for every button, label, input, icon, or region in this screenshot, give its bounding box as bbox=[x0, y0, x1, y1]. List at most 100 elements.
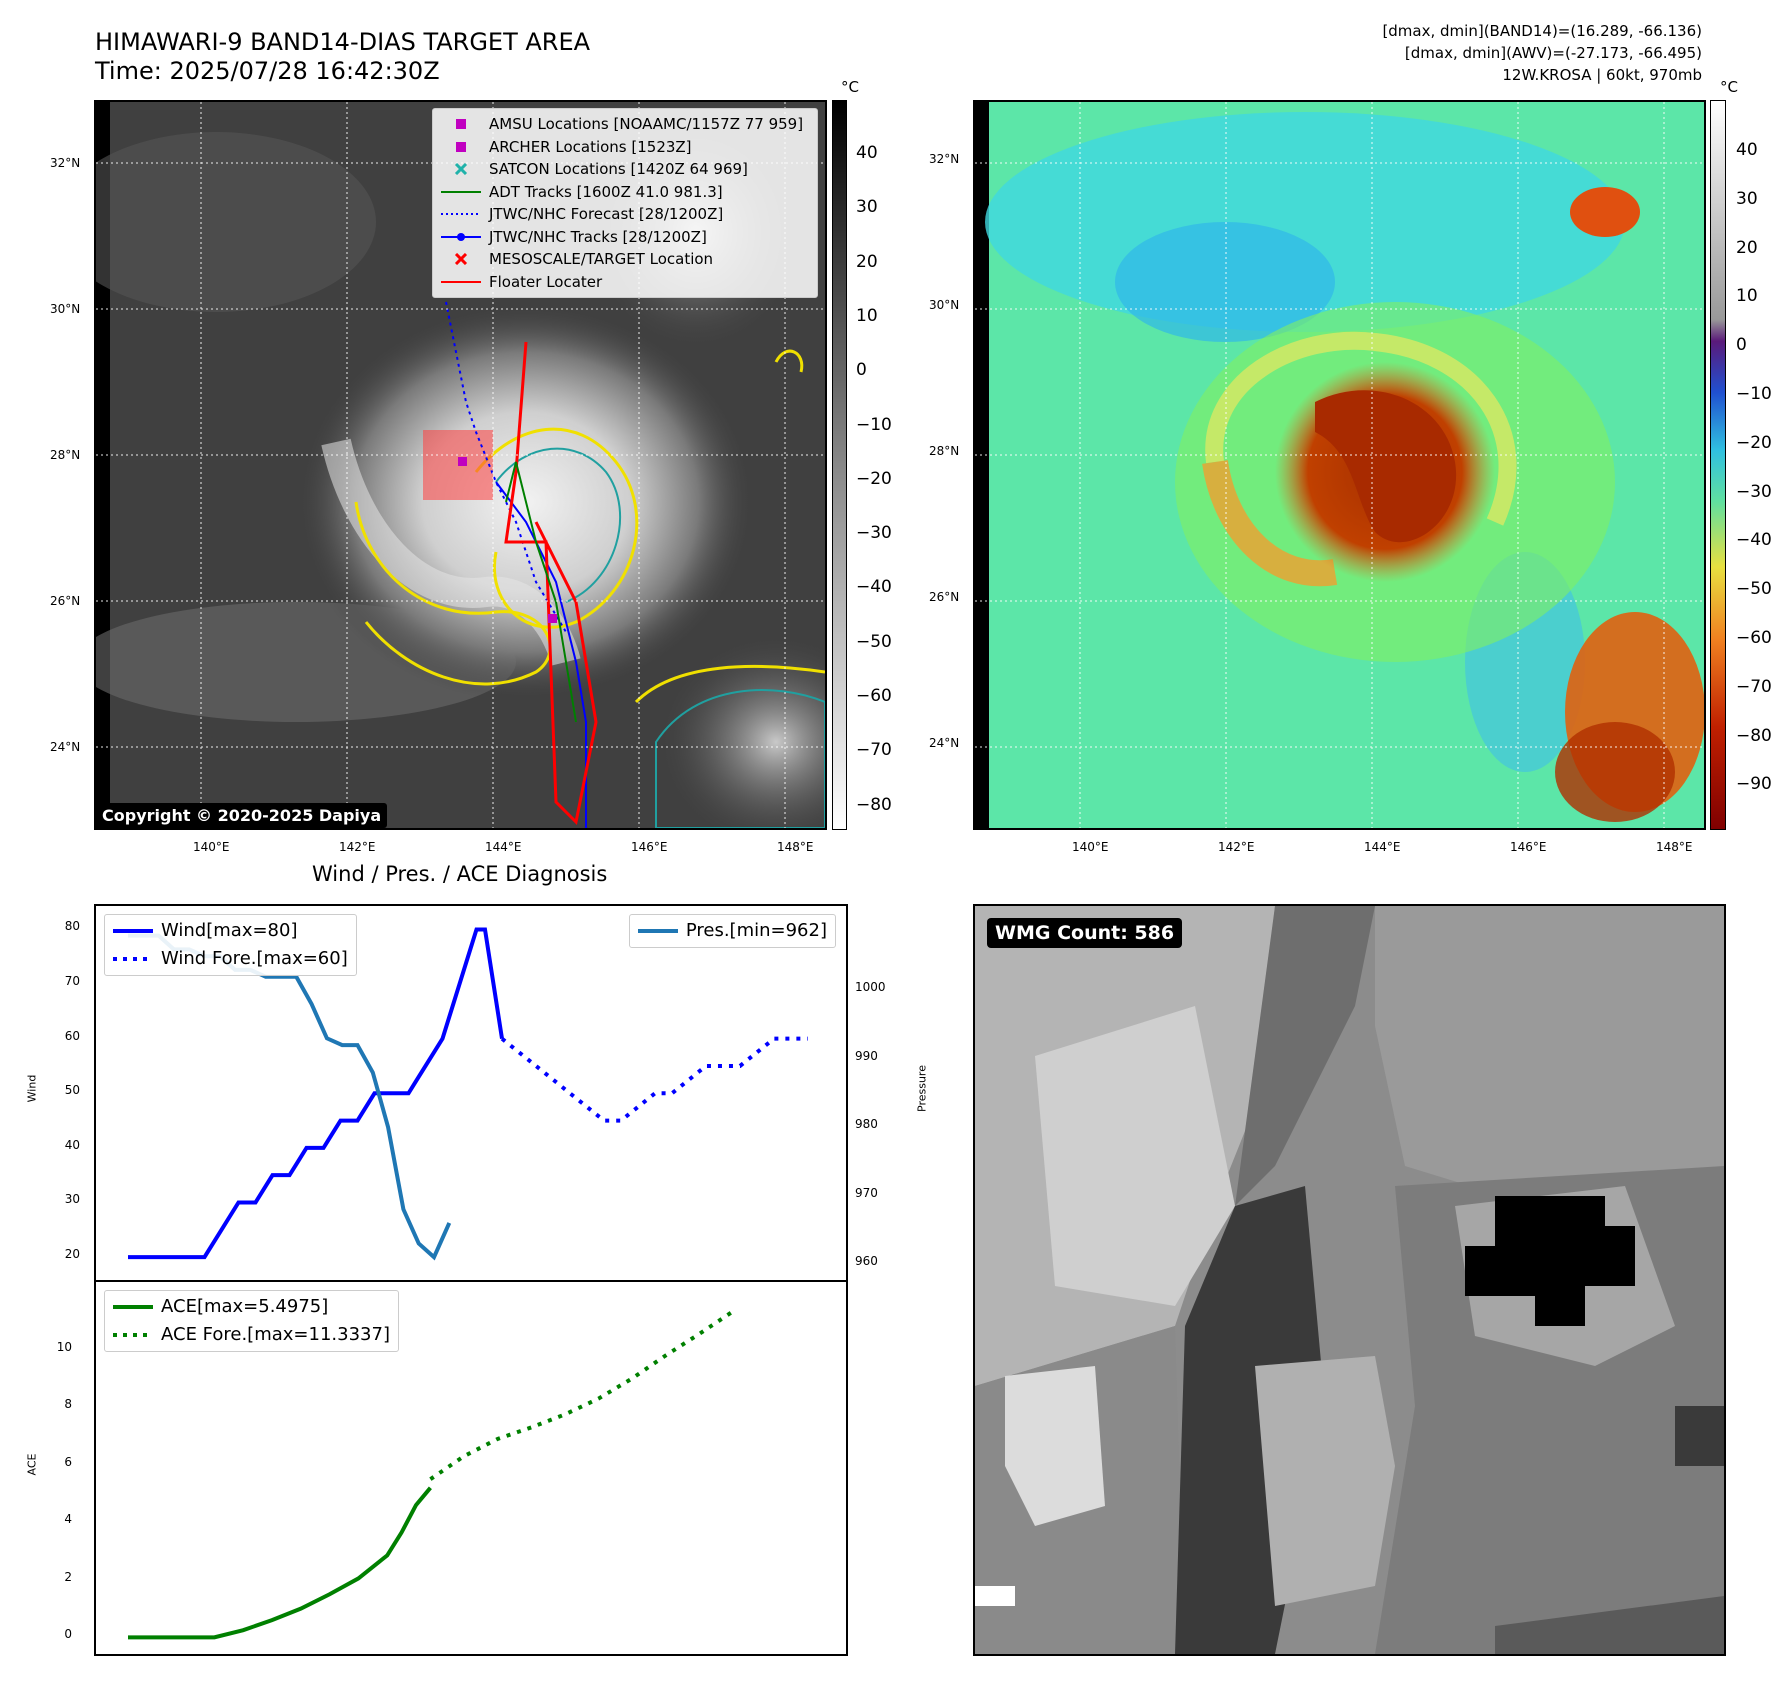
axis-tick: 6 bbox=[64, 1454, 72, 1469]
map-legend-label: ADT Tracks [1600Z 41.0 981.3] bbox=[489, 182, 723, 201]
colorbar-tick: −70 bbox=[1736, 676, 1772, 697]
colorbar-tick: −50 bbox=[1736, 579, 1772, 600]
colorbar-tick: 30 bbox=[856, 197, 878, 218]
map-legend-label: JTWC/NHC Forecast [28/1200Z] bbox=[489, 205, 724, 223]
wind-legend: Wind[max=80] Wind Fore.[max=60] bbox=[104, 914, 357, 976]
legend-symbol-icon bbox=[441, 226, 481, 248]
wind-forecast-line bbox=[500, 1036, 808, 1123]
ace-legend: ACE[max=5.4975] ACE Fore.[max=11.3337] bbox=[104, 1290, 399, 1352]
info-awv: [dmax, dmin](AWV)=(-27.173, -66.495) bbox=[1404, 44, 1702, 62]
colorbar-tick: −40 bbox=[1736, 530, 1772, 551]
colorbar-tick: 10 bbox=[1736, 286, 1758, 307]
colorbar-2-unit: °C bbox=[1720, 78, 1738, 96]
awv-map-panel bbox=[973, 100, 1706, 830]
colorbar-tick: −60 bbox=[1736, 628, 1772, 648]
lat-tick: 32°N bbox=[929, 152, 960, 166]
map-legend-item: AMSU Locations [NOAAMC/1157Z 77 959] bbox=[441, 113, 809, 136]
lon-tick: 144°E bbox=[485, 840, 522, 854]
axis-tick: 1000 bbox=[855, 980, 886, 995]
map-legend: AMSU Locations [NOAAMC/1157Z 77 959] ARCH… bbox=[432, 108, 818, 298]
colorbar-tick: 10 bbox=[856, 305, 878, 326]
wind-legend-label: Wind[max=80] bbox=[161, 920, 298, 941]
colorbar-tick: 0 bbox=[1736, 335, 1747, 356]
axis-tick: 10 bbox=[56, 1339, 72, 1354]
lat-tick: 24°N bbox=[50, 740, 81, 754]
colorbar-tick: −30 bbox=[856, 523, 892, 544]
pres-legend: Pres.[min=962] bbox=[628, 914, 836, 948]
axis-tick: 970 bbox=[855, 1185, 878, 1200]
axis-tick: 990 bbox=[855, 1048, 878, 1063]
pressure-series-line bbox=[128, 933, 452, 1261]
axis-tick: 8 bbox=[64, 1397, 72, 1412]
axis-tick: 960 bbox=[855, 1254, 878, 1268]
map-legend-label: MESOSCALE/TARGET Location bbox=[489, 250, 714, 268]
ace-legend-label: ACE[max=5.4975] bbox=[161, 1296, 329, 1317]
lat-tick: 32°N bbox=[50, 156, 81, 170]
pres-ylabel: Pressure bbox=[915, 1065, 929, 1112]
time-title: Time: 2025/07/28 16:42:30Z bbox=[95, 57, 440, 85]
colorbar-tick: 20 bbox=[1736, 237, 1758, 258]
ir-map-panel: AMSU Locations [NOAAMC/1157Z 77 959] ARCH… bbox=[94, 100, 827, 830]
legend-symbol-icon bbox=[441, 158, 481, 180]
map-legend-item: MESOSCALE/TARGET Location bbox=[441, 248, 809, 271]
diag-title: Wind / Pres. / ACE Diagnosis bbox=[312, 862, 608, 886]
lon-tick: 148°E bbox=[777, 840, 814, 854]
colorbar-tick: −50 bbox=[856, 631, 892, 652]
wind-fore-legend-label: Wind Fore.[max=60] bbox=[161, 948, 348, 969]
colorbar-tick: −90 bbox=[1736, 774, 1772, 795]
lat-tick: 26°N bbox=[50, 594, 81, 608]
colorbar-2 bbox=[1710, 100, 1726, 830]
axis-tick: 80 bbox=[64, 919, 80, 934]
axis-tick: 2 bbox=[64, 1569, 72, 1584]
colorbar-tick: −20 bbox=[1736, 432, 1772, 453]
axis-tick: 60 bbox=[64, 1028, 80, 1043]
colorbar-tick: 40 bbox=[1736, 140, 1758, 160]
lat-tick: 30°N bbox=[929, 298, 960, 312]
lon-tick: 148°E bbox=[1656, 840, 1693, 854]
main-title: HIMAWARI-9 BAND14-DIAS TARGET AREA bbox=[95, 28, 591, 56]
map-legend-item: SATCON Locations [1420Z 64 969] bbox=[441, 158, 809, 181]
wind-series-line bbox=[128, 927, 504, 1260]
ace-forecast-line bbox=[429, 1309, 734, 1481]
colorbar-tick: −10 bbox=[856, 414, 892, 435]
lon-tick: 142°E bbox=[339, 840, 376, 854]
colorbar-tick: −80 bbox=[856, 794, 892, 815]
colorbar-tick: 40 bbox=[856, 143, 878, 163]
colorbar-tick: −40 bbox=[856, 577, 892, 598]
map-legend-label: AMSU Locations [NOAAMC/1157Z 77 959] bbox=[489, 115, 804, 133]
ace-plot bbox=[128, 1309, 734, 1640]
wind-pressure-panel: Wind[max=80] Wind Fore.[max=60] Pres.[mi… bbox=[94, 904, 848, 1282]
lon-tick: 140°E bbox=[193, 840, 230, 854]
axis-tick: 980 bbox=[855, 1117, 878, 1132]
lon-tick: 146°E bbox=[1510, 840, 1547, 854]
axis-tick: 70 bbox=[64, 974, 80, 989]
ace-series-line bbox=[128, 1486, 432, 1640]
colorbar-tick: −70 bbox=[856, 740, 892, 761]
axis-tick: 4 bbox=[64, 1512, 72, 1527]
legend-symbol-icon bbox=[441, 113, 481, 135]
lon-tick: 142°E bbox=[1218, 840, 1255, 854]
map-legend-item: ADT Tracks [1600Z 41.0 981.3] bbox=[441, 181, 809, 204]
pres-legend-label: Pres.[min=962] bbox=[685, 920, 827, 941]
ace-panel: ACE[max=5.4975] ACE Fore.[max=11.3337] bbox=[94, 1280, 848, 1656]
lat-tick: 28°N bbox=[929, 444, 960, 458]
wmg-image bbox=[975, 906, 1724, 1654]
wind-ylabel: Wind bbox=[25, 1074, 39, 1103]
map-legend-label: ARCHER Locations [1523Z] bbox=[489, 137, 692, 156]
map-legend-item: Floater Locater bbox=[441, 271, 809, 294]
axis-tick: 20 bbox=[64, 1247, 80, 1262]
colorbar-1-unit: °C bbox=[841, 78, 859, 96]
info-storm: 12W.KROSA | 60kt, 970mb bbox=[1502, 66, 1702, 84]
legend-symbol-icon bbox=[441, 271, 481, 293]
axis-tick: 50 bbox=[64, 1083, 80, 1098]
lon-tick: 140°E bbox=[1072, 840, 1109, 854]
legend-symbol-icon bbox=[441, 248, 481, 270]
colorbar-tick: −10 bbox=[1736, 384, 1772, 404]
map-legend-item: JTWC/NHC Forecast [28/1200Z] bbox=[441, 203, 809, 226]
lat-tick: 26°N bbox=[929, 590, 960, 604]
wmg-panel: WMG Count: 586 bbox=[973, 904, 1726, 1656]
legend-symbol-icon bbox=[441, 181, 481, 203]
colorbar-1 bbox=[832, 100, 847, 830]
map-legend-label: JTWC/NHC Tracks [28/1200Z] bbox=[489, 227, 707, 246]
ace-fore-legend-label: ACE Fore.[max=11.3337] bbox=[161, 1324, 390, 1345]
